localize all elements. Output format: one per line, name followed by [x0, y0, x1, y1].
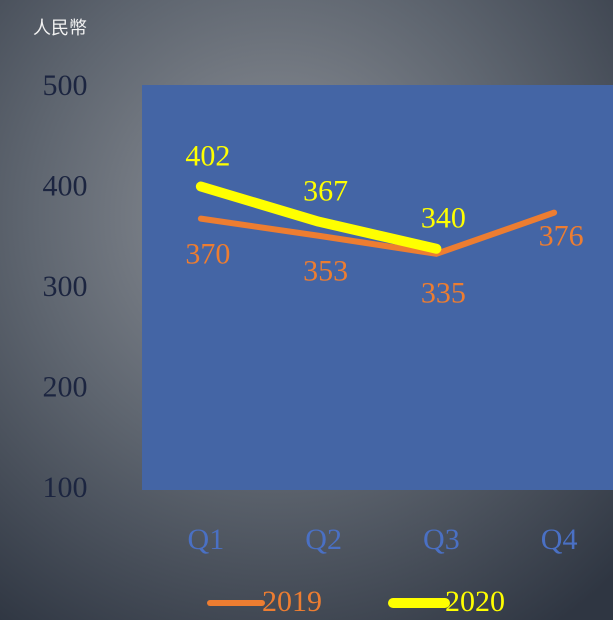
x-tick-label: Q3	[423, 523, 460, 556]
y-tick-label: 300	[43, 270, 88, 303]
series-line	[197, 209, 558, 257]
legend-label: 2019	[262, 585, 322, 618]
data-label: 367	[303, 175, 348, 208]
plot-area	[142, 85, 613, 490]
data-label: 335	[421, 277, 466, 310]
x-tick-label: Q1	[188, 523, 225, 556]
data-label: 370	[185, 238, 230, 271]
x-tick-label: Q2	[305, 523, 342, 556]
series-line	[195, 181, 442, 254]
data-label: 376	[539, 220, 584, 253]
data-label: 340	[421, 202, 466, 235]
data-label: 353	[303, 255, 348, 288]
y-tick-label: 400	[43, 169, 88, 202]
y-axis-label: 人民幣	[33, 18, 87, 38]
x-tick-label: Q4	[541, 523, 578, 556]
data-label: 402	[185, 139, 230, 172]
legend-label: 2020	[445, 585, 505, 618]
y-tick-label: 100	[43, 471, 88, 504]
y-tick-label: 500	[43, 69, 88, 102]
y-tick-label: 200	[43, 370, 88, 403]
